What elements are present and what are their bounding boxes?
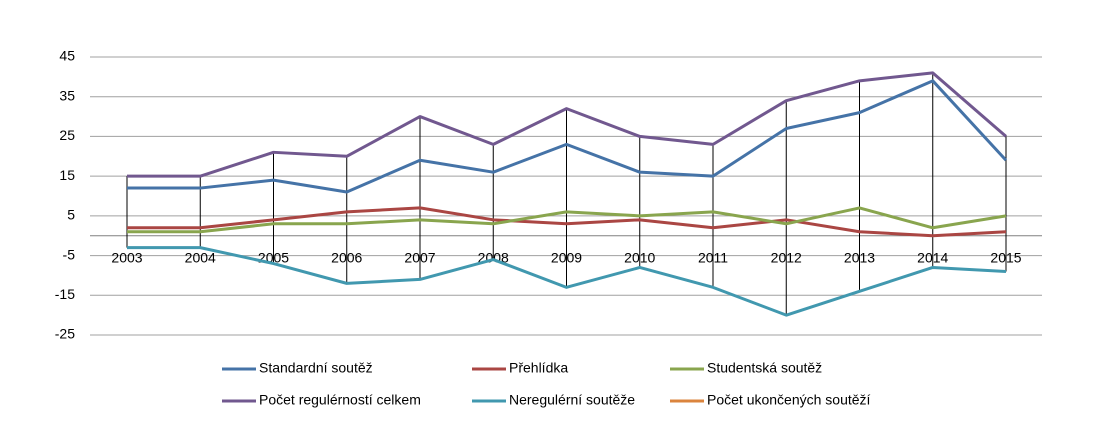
y-tick-label: -5 xyxy=(63,246,76,262)
legend-label: Studentská soutěž xyxy=(707,360,822,376)
series-line xyxy=(127,79,1008,194)
y-tick-label: -15 xyxy=(55,286,75,302)
y-tick-label: 25 xyxy=(59,127,75,143)
legend-label: Přehlídka xyxy=(509,360,568,376)
legend-label: Počet regulérností celkem xyxy=(259,392,421,408)
legend-label: Neregulérní soutěže xyxy=(509,392,635,408)
series-line xyxy=(127,246,1007,317)
legend: Standardní soutěž Přehlídka Studentská sou… xyxy=(222,360,871,408)
x-tick-label: 2003 xyxy=(111,249,142,265)
series-line xyxy=(127,71,1007,178)
legend-label: Počet ukončených soutěží xyxy=(707,392,871,408)
y-tick-label: 15 xyxy=(59,167,75,183)
legend-label: Standardní soutěž xyxy=(259,360,373,376)
y-tick-label: -25 xyxy=(55,326,75,342)
series-line xyxy=(127,206,1007,238)
series-line xyxy=(127,206,1007,234)
y-tick-label: 5 xyxy=(67,207,75,223)
x-tick-label: 2004 xyxy=(185,249,216,265)
y-tick-label: 45 xyxy=(59,48,75,64)
y-tick-label: 35 xyxy=(59,87,75,103)
